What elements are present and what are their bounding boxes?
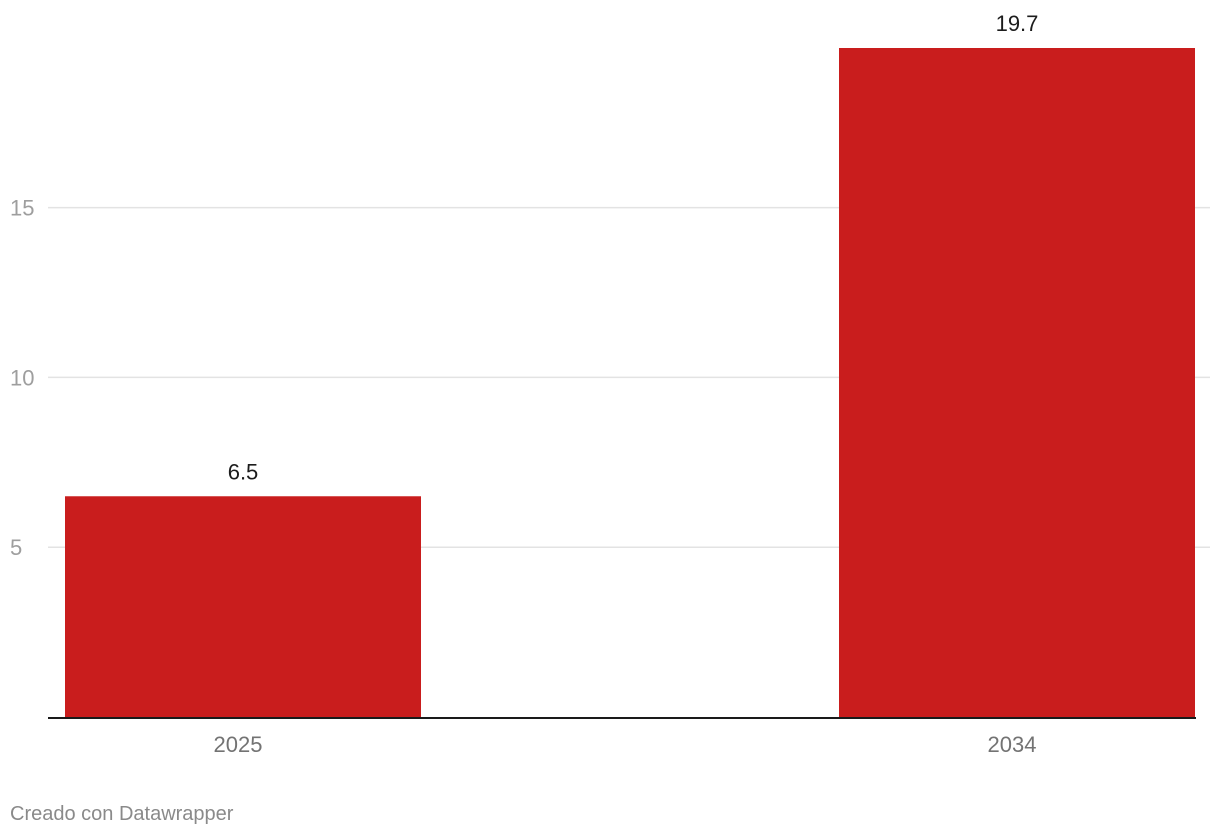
y-tick-label: 10: [10, 365, 34, 390]
credit-text: Creado con Datawrapper: [10, 803, 234, 825]
bar-chart: 5 10 15 6.5 19.7 2025 2034: [10, 11, 1210, 757]
bar: [839, 48, 1195, 717]
y-tick-label: 15: [10, 196, 34, 221]
bar-value-label: 6.5: [228, 459, 259, 484]
x-category-label: 2025: [214, 732, 263, 757]
bar: [65, 496, 421, 717]
value-labels: 6.5 19.7: [228, 11, 1039, 484]
y-axis-ticks: 5 10 15: [10, 196, 34, 561]
bars: [65, 48, 1195, 717]
y-tick-label: 5: [10, 535, 22, 560]
x-axis-categories: 2025 2034: [214, 732, 1037, 757]
x-category-label: 2034: [988, 732, 1037, 757]
bar-value-label: 19.7: [996, 11, 1039, 36]
